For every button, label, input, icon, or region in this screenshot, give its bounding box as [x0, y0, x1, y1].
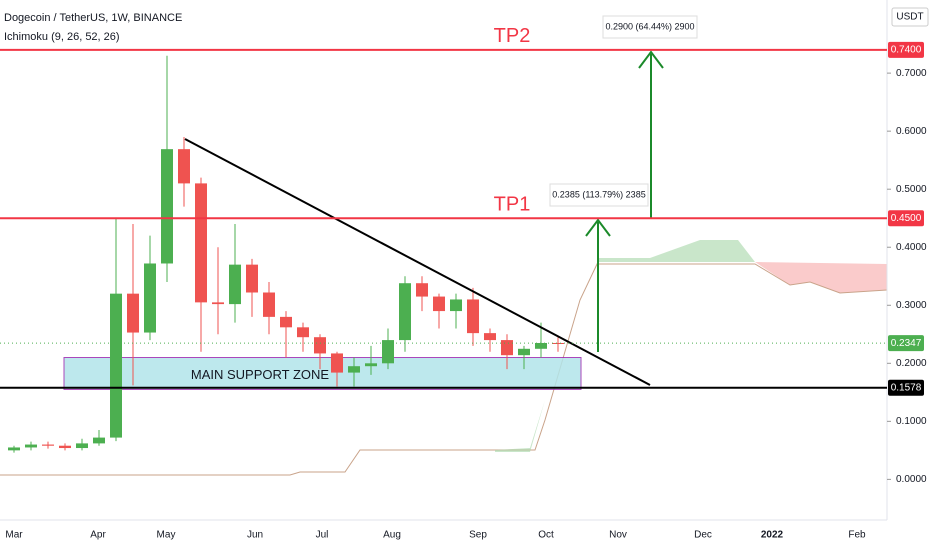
level-name: TP2 [494, 25, 531, 47]
currency-box [891, 7, 929, 27]
trend-line [184, 138, 651, 386]
candle-body [127, 293, 139, 333]
ichimoku-cloud-up [598, 240, 755, 262]
support-zone [63, 357, 582, 390]
candle-body [263, 292, 275, 317]
measure-box [549, 183, 649, 207]
y-tick-label: 0.6000 [896, 126, 927, 137]
candle-body [365, 363, 377, 367]
price-label-box [888, 210, 924, 227]
candle-body [212, 302, 224, 305]
x-tick-label: Oct [538, 530, 554, 541]
candle-body [348, 366, 360, 373]
level-name: TP1 [494, 193, 531, 215]
candle-body [161, 149, 173, 264]
price-label: 0.4500 [891, 213, 922, 224]
candle-body [229, 264, 241, 305]
candle-body [42, 444, 54, 446]
candle-body [331, 353, 343, 373]
price-label-box [888, 41, 924, 58]
currency: USDT [896, 12, 923, 23]
candle-body [280, 316, 292, 328]
price-label: 0.1578 [891, 382, 922, 393]
candle-body [382, 340, 394, 364]
candle-body [59, 445, 71, 449]
support-zone-label: MAIN SUPPORT ZONE [191, 367, 330, 382]
candle-body [416, 283, 428, 297]
y-tick-label: 0.4000 [896, 242, 927, 253]
x-tick-label: May [157, 530, 176, 541]
measure-box [602, 15, 698, 39]
y-tick-label: 0.1000 [896, 416, 927, 427]
x-tick-label: Feb [848, 530, 866, 541]
x-tick-label: Mar [5, 530, 23, 541]
candle-body [450, 299, 462, 312]
x-tick-label: 2022 [761, 530, 784, 541]
candle-body [93, 437, 105, 444]
candle-body [246, 264, 258, 293]
x-tick-label: Jun [247, 530, 263, 541]
price-label-box [888, 335, 924, 352]
candle-body [433, 296, 445, 312]
arrow-head [638, 50, 664, 69]
price-label: 0.7400 [891, 45, 922, 56]
x-tick-label: Apr [90, 530, 106, 541]
candle-body [144, 263, 156, 333]
y-tick-label: 0.7000 [896, 68, 927, 79]
x-tick-label: Jul [316, 530, 329, 541]
ichimoku-cloud-down [755, 262, 887, 293]
x-tick-label: Dec [694, 530, 712, 541]
ichimoku-span [598, 263, 888, 294]
candle-body [501, 340, 513, 356]
price-label: 0.2347 [891, 338, 922, 349]
candle-body [535, 342, 547, 349]
candle-body [467, 299, 479, 334]
y-tick-label: 0.0000 [896, 474, 927, 485]
y-tick-label: 0.3000 [896, 300, 927, 311]
indicator-label: Ichimoku (9, 26, 52, 26) [4, 31, 120, 43]
candle-body [399, 283, 411, 341]
candle-body [518, 348, 530, 356]
candle-body [552, 342, 564, 344]
x-tick-label: Sep [469, 530, 487, 541]
candle-body [178, 149, 190, 184]
candle-body [195, 183, 207, 303]
marks: MAIN SUPPORT ZONE [8, 55, 582, 453]
candle-body [484, 333, 496, 341]
y-tick-label: 0.5000 [896, 184, 927, 195]
chart-title: Dogecoin / TetherUS, 1W, BINANCE [4, 12, 182, 24]
candle-body [314, 337, 326, 354]
y-tick-label: 0.2000 [896, 358, 927, 369]
measure-label: 0.2385 (113.79%) 2385 [552, 189, 645, 199]
candle-body [76, 443, 88, 449]
measure-label: 0.2900 (64.44%) 2900 [605, 21, 694, 31]
x-tick-label: Aug [383, 530, 401, 541]
candle-body [8, 447, 20, 451]
arrow-head [585, 218, 611, 237]
x-tick-label: Nov [609, 530, 627, 541]
price-label-box [888, 379, 924, 396]
candle-body [110, 293, 122, 438]
candle-body [25, 444, 37, 448]
candle-body [297, 327, 309, 338]
price-axis [887, 0, 932, 520]
